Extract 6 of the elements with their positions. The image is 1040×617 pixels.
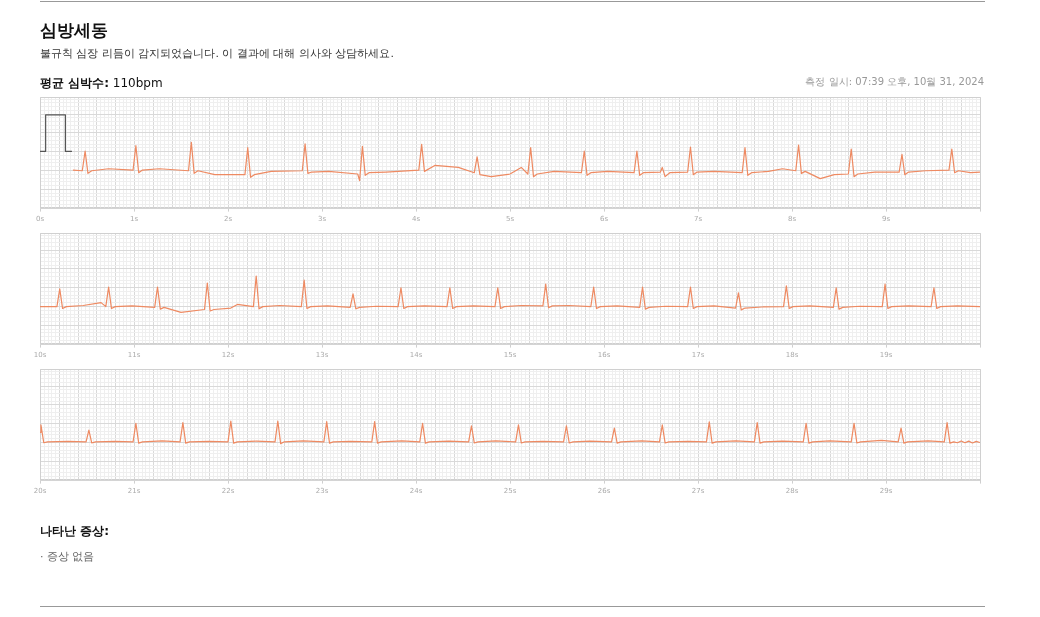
text: · 증상 없음 [40, 549, 95, 564]
text: 측정 일시: 07:39 오후, 10월 31, 2024 [805, 75, 984, 89]
chart-title: 심방세동 [40, 19, 108, 42]
text: 평균 심박수: 110bpm [40, 76, 163, 90]
text: 나타난 증상: [40, 523, 109, 540]
chart-subtitle: 불규칙 심장 리듬이 감지되었습니다. 이 결과에 대해 의사와 상담하세요. [40, 46, 394, 61]
